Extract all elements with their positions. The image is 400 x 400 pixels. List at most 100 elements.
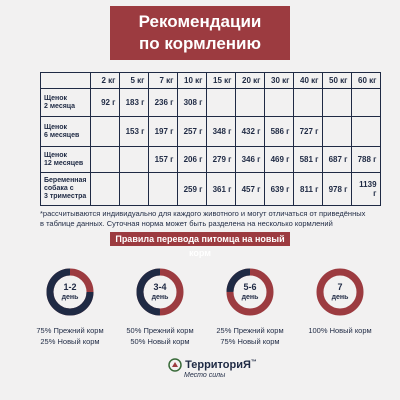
table-row: Щенок 12 месяцев 157 г 206 г 279 г 346 г 469 г… xyxy=(40,146,381,173)
table-cell: 581 г xyxy=(292,146,323,173)
row-label: Щенок 2 месяца xyxy=(40,88,91,117)
row-label-line: 3 триместра xyxy=(44,193,87,200)
corner-cell xyxy=(40,72,91,89)
table-cell: 586 г xyxy=(263,116,294,147)
table-cell xyxy=(118,146,149,173)
day: 5-6 xyxy=(243,282,256,292)
ratio-line: 50% Новый корм xyxy=(130,337,190,346)
donut: 7 день xyxy=(316,268,364,316)
logo-tagline: Место силы xyxy=(184,372,226,379)
table-cell xyxy=(292,88,323,117)
column-header: 2 кг xyxy=(89,72,120,89)
table-cell: 206 г xyxy=(176,146,207,173)
table-cell: 788 г xyxy=(350,146,381,173)
table-cell: 978 г xyxy=(321,172,352,206)
row-label-line: Щенок xyxy=(44,94,68,102)
table-cell xyxy=(89,172,120,206)
table-cell: 153 г xyxy=(118,116,149,147)
table-cell: 727 г xyxy=(292,116,323,147)
table-cell xyxy=(321,116,352,147)
day: 3-4 xyxy=(153,282,166,292)
table-cell: 257 г xyxy=(176,116,207,147)
table-cell xyxy=(89,116,120,147)
transition-step: 1-2 день 75% Прежний корм 25% Новый корм xyxy=(25,265,115,347)
table-cell xyxy=(350,88,381,117)
table-cell: 197 г xyxy=(147,116,178,147)
logo-name: ТерриториЯ xyxy=(185,358,251,371)
row-label-line: 12 месяцев xyxy=(44,159,84,167)
table-cell xyxy=(263,88,294,117)
donut-old xyxy=(136,268,184,316)
table-cell: 183 г xyxy=(118,88,149,117)
row-label: Щенок 12 месяцев xyxy=(40,146,91,173)
table-cell: 361 г xyxy=(205,172,236,206)
table-cell: 457 г xyxy=(234,172,265,206)
column-header: 60 кг xyxy=(350,72,381,89)
table-cell: 639 г xyxy=(263,172,294,206)
table-cell xyxy=(234,88,265,117)
transition-step: 7 день 100% Новый корм xyxy=(295,265,385,336)
transition-step: 5-6 день 25% Прежний корм 75% Новый корм xyxy=(205,265,295,347)
table-cell: 1139 г xyxy=(350,172,381,206)
column-header: 20 кг xyxy=(234,72,265,89)
donut-old xyxy=(226,268,274,316)
donut-old xyxy=(46,268,94,316)
table-cell: 92 г xyxy=(89,88,120,117)
section-title: Правила перевода питомца на новый корм xyxy=(110,232,290,258)
day-unit: день xyxy=(332,294,350,301)
table-cell: 348 г xyxy=(205,116,236,147)
donut: 5-6 день xyxy=(226,268,274,316)
day-unit: день xyxy=(242,294,260,301)
donut-new xyxy=(316,268,364,316)
table-cell: 236 г xyxy=(147,88,178,117)
table-cell xyxy=(147,172,178,206)
table-row: Щенок 2 месяца 92 г 183 г 236 г 308 г xyxy=(40,88,381,117)
ratio-line: 75% Прежний корм xyxy=(36,326,104,335)
donut: 3-4 день xyxy=(136,268,184,316)
table-cell: 308 г xyxy=(176,88,207,117)
table-cell: 432 г xyxy=(234,116,265,147)
table-cell xyxy=(205,88,236,117)
table-cell xyxy=(89,146,120,173)
day: 7 xyxy=(337,282,342,292)
row-label-line: собака с xyxy=(44,185,74,192)
logo: ТерриториЯ™ Место силы xyxy=(168,358,257,379)
row-label-line: 6 месяцев xyxy=(44,131,80,139)
row-label-line: Щенок xyxy=(44,123,68,131)
day-unit: день xyxy=(62,294,80,301)
column-header: 40 кг xyxy=(292,72,323,89)
column-header: 15 кг xyxy=(205,72,236,89)
ratio-line: 50% Прежний корм xyxy=(126,326,194,335)
table-cell: 279 г xyxy=(205,146,236,173)
column-header: 5 кг xyxy=(118,72,149,89)
ratio-line: 100% Новый корм xyxy=(308,326,372,335)
header-banner: Рекомендации по кормлению xyxy=(110,6,290,60)
table-cell: 687 г xyxy=(321,146,352,173)
table-cell xyxy=(118,172,149,206)
row-label-line: Щенок xyxy=(44,151,68,159)
row-label-line: 2 месяца xyxy=(44,102,76,110)
table-cell: 157 г xyxy=(147,146,178,173)
logo-icon xyxy=(168,358,182,372)
trademark: ™ xyxy=(250,359,257,366)
title: Рекомендации xyxy=(138,12,262,31)
table-cell: 346 г xyxy=(234,146,265,173)
column-header: 7 кг xyxy=(147,72,178,89)
title: по кормлению xyxy=(138,34,262,53)
ratio-line: 25% Новый корм xyxy=(40,337,100,346)
table-cell: 811 г xyxy=(292,172,323,206)
transition-step: 3-4 день 50% Прежний корм 50% Новый корм xyxy=(115,265,205,347)
day: 1-2 xyxy=(63,282,76,292)
column-header: 10 кг xyxy=(176,72,207,89)
day-unit: день xyxy=(152,294,170,301)
row-label-line: Беременная xyxy=(44,177,87,184)
table-cell xyxy=(350,116,381,147)
donut: 1-2 день xyxy=(46,268,94,316)
row-label: Щенок 6 месяцев xyxy=(40,116,91,147)
table-cell: 259 г xyxy=(176,172,207,206)
feeding-table: 2 кг 5 кг 7 кг 10 кг 15 кг 20 кг 30 кг 40 кг 50 … xyxy=(40,72,381,206)
